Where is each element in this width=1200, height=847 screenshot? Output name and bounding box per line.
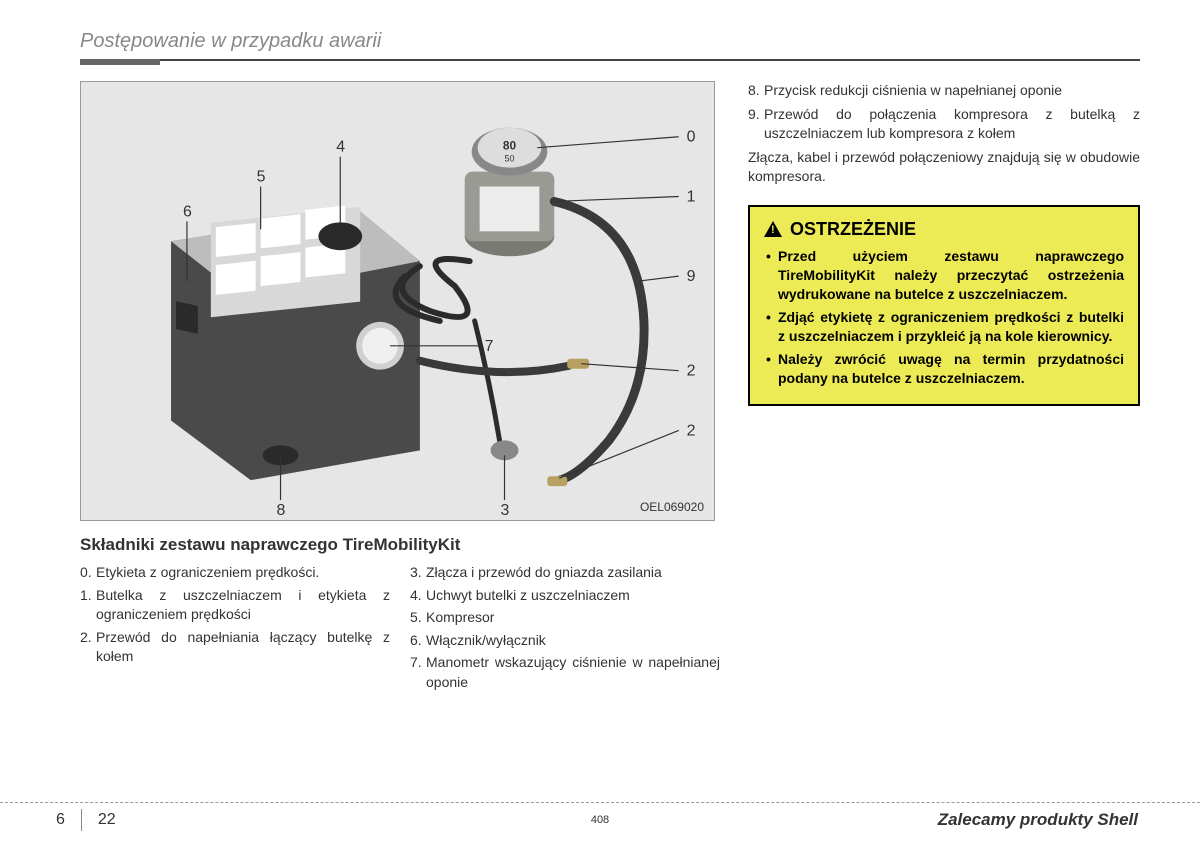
section-number: 6	[56, 811, 65, 829]
page-in-section: 22	[98, 811, 116, 829]
main-content: 80 50	[80, 81, 1140, 696]
warning-item: Przed użyciem zestawu naprawczego TireMo…	[764, 247, 1124, 304]
svg-text:1: 1	[687, 188, 696, 205]
right-continuation: 8.Przycisk redukcji ciśnienia w napełnia…	[748, 81, 1140, 187]
components-subtitle: Składniki zestawu naprawczego TireMobili…	[80, 535, 720, 555]
right-column: 8.Przycisk redukcji ciśnienia w napełnia…	[748, 81, 1140, 696]
list-item: 3.Złącza i przewód do gniazda zasilania	[410, 563, 720, 583]
list-item: 0.Etykieta z ograniczeniem prędkości.	[80, 563, 390, 583]
footer-divider-icon	[81, 809, 82, 831]
left-column: 80 50	[80, 81, 720, 696]
warning-list: Przed użyciem zestawu naprawczego TireMo…	[764, 247, 1124, 387]
list-item: 9.Przewód do połączenia kompresora z but…	[748, 105, 1140, 144]
svg-text:8: 8	[277, 502, 286, 519]
warning-item: Należy zwrócić uwagę na termin przydatno…	[764, 350, 1124, 388]
warning-icon	[764, 221, 782, 237]
svg-text:2: 2	[687, 363, 696, 380]
svg-text:50: 50	[505, 154, 515, 164]
components-columns: 0.Etykieta z ograniczeniem prędkości. 1.…	[80, 563, 720, 696]
svg-text:80: 80	[503, 139, 517, 153]
list-item: 4.Uchwyt butelki z uszczelniaczem	[410, 586, 720, 606]
figure-code: OEL069020	[640, 500, 704, 514]
page-number: 408	[591, 814, 609, 826]
components-col-left: 0.Etykieta z ograniczeniem prędkości. 1.…	[80, 563, 390, 696]
list-item: 8.Przycisk redukcji ciśnienia w napełnia…	[748, 81, 1140, 101]
warning-box: OSTRZEŻENIE Przed użyciem zestawu napraw…	[748, 205, 1140, 406]
warning-item: Zdjąć etykietę z ograniczeniem prędkości…	[764, 308, 1124, 346]
page-footer: 6 22 408 Zalecamy produkty Shell	[0, 802, 1200, 831]
svg-text:4: 4	[336, 139, 345, 156]
svg-text:7: 7	[485, 338, 494, 355]
list-item: 2.Przewód do napełniania łączący butelkę…	[80, 628, 390, 667]
footer-brand: Zalecamy produkty Shell	[938, 810, 1200, 830]
chapter-title: Postępowanie w przypadku awarii	[80, 30, 381, 52]
list-item: 1.Butelka z uszczelniaczem i etykieta z …	[80, 586, 390, 625]
footer-left: 6 22	[0, 809, 116, 831]
svg-text:9: 9	[687, 268, 696, 285]
list-item: 7.Manometr wskazujący ciśnienie w napełn…	[410, 653, 720, 692]
svg-text:6: 6	[183, 203, 192, 220]
svg-text:3: 3	[501, 502, 510, 519]
svg-text:5: 5	[257, 169, 266, 186]
right-note: Złącza, kabel i przewód połączeniowy zna…	[748, 148, 1140, 187]
warning-title-row: OSTRZEŻENIE	[764, 217, 1124, 241]
svg-text:0: 0	[687, 129, 696, 146]
svg-text:2: 2	[687, 422, 696, 439]
list-item: 6.Włącznik/wyłącznik	[410, 631, 720, 651]
kit-figure: 80 50	[80, 81, 715, 521]
list-item: 5.Kompresor	[410, 608, 720, 628]
page-header: Postępowanie w przypadku awarii	[80, 30, 1140, 61]
kit-illustration: 80 50	[81, 82, 714, 520]
warning-title: OSTRZEŻENIE	[790, 217, 916, 241]
components-col-right: 3.Złącza i przewód do gniazda zasilania …	[410, 563, 720, 696]
